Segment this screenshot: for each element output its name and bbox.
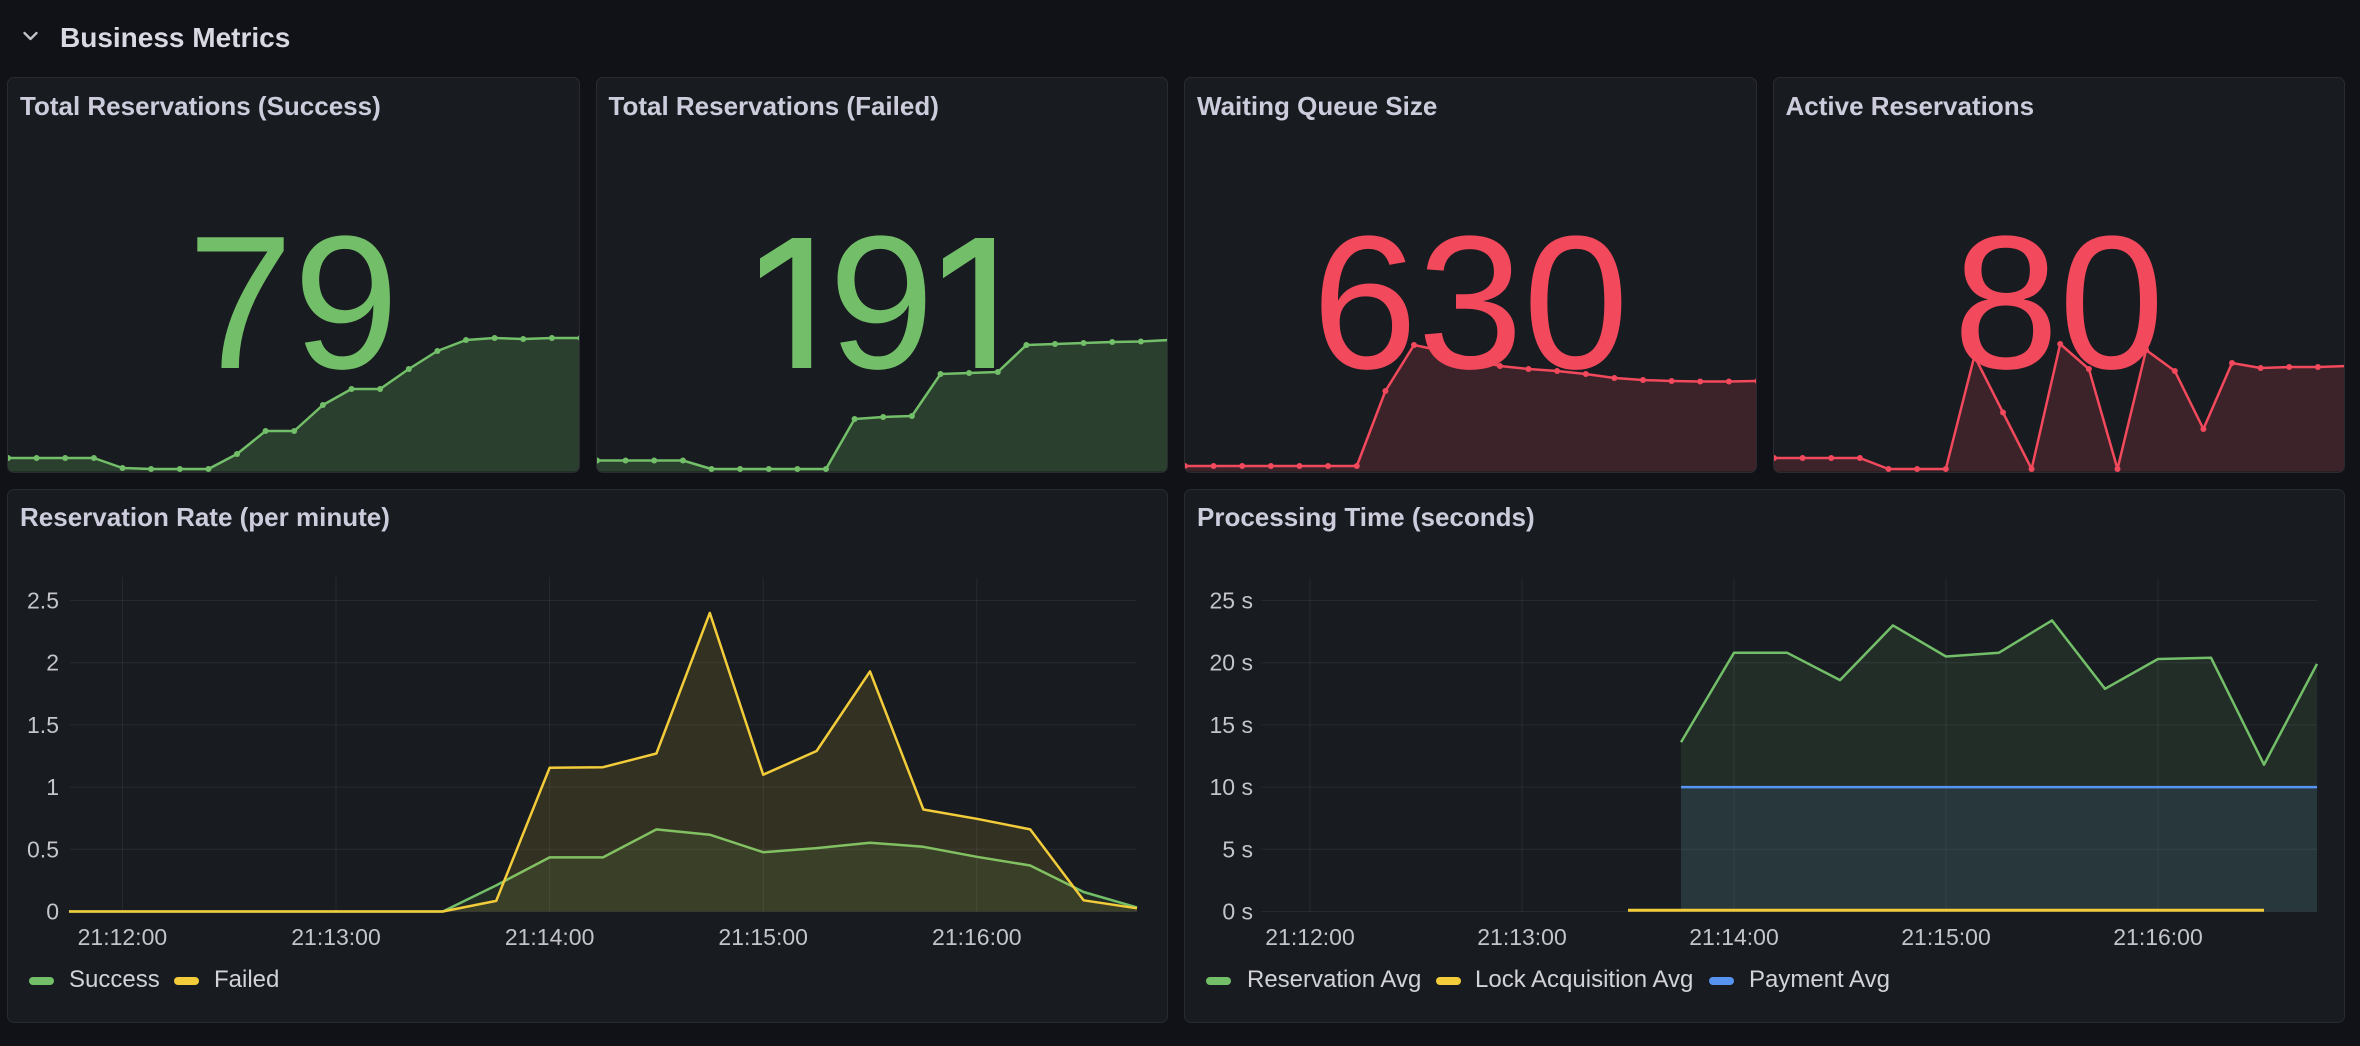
svg-text:0 s: 0 s <box>1222 898 1253 924</box>
svg-text:21:14:00: 21:14:00 <box>1689 924 1779 950</box>
svg-text:21:16:00: 21:16:00 <box>2113 924 2203 950</box>
svg-text:15 s: 15 s <box>1210 711 1253 737</box>
svg-text:1: 1 <box>46 774 59 800</box>
svg-text:0: 0 <box>46 898 59 924</box>
svg-text:21:15:00: 21:15:00 <box>1901 924 1991 950</box>
svg-text:0.5: 0.5 <box>27 836 59 862</box>
svg-text:21:13:00: 21:13:00 <box>1477 924 1567 950</box>
svg-text:21:16:00: 21:16:00 <box>932 924 1022 950</box>
svg-text:2: 2 <box>46 649 59 675</box>
svg-text:21:12:00: 21:12:00 <box>1265 924 1355 950</box>
svg-text:21:15:00: 21:15:00 <box>718 924 808 950</box>
svg-text:2.5: 2.5 <box>27 587 59 613</box>
svg-text:5 s: 5 s <box>1222 836 1253 862</box>
svg-text:21:14:00: 21:14:00 <box>505 924 595 950</box>
svg-text:21:12:00: 21:12:00 <box>78 924 168 950</box>
svg-text:20 s: 20 s <box>1210 649 1253 675</box>
svg-text:25 s: 25 s <box>1210 587 1253 613</box>
svg-text:1.5: 1.5 <box>27 711 59 737</box>
svg-text:21:13:00: 21:13:00 <box>291 924 381 950</box>
svg-text:10 s: 10 s <box>1210 774 1253 800</box>
